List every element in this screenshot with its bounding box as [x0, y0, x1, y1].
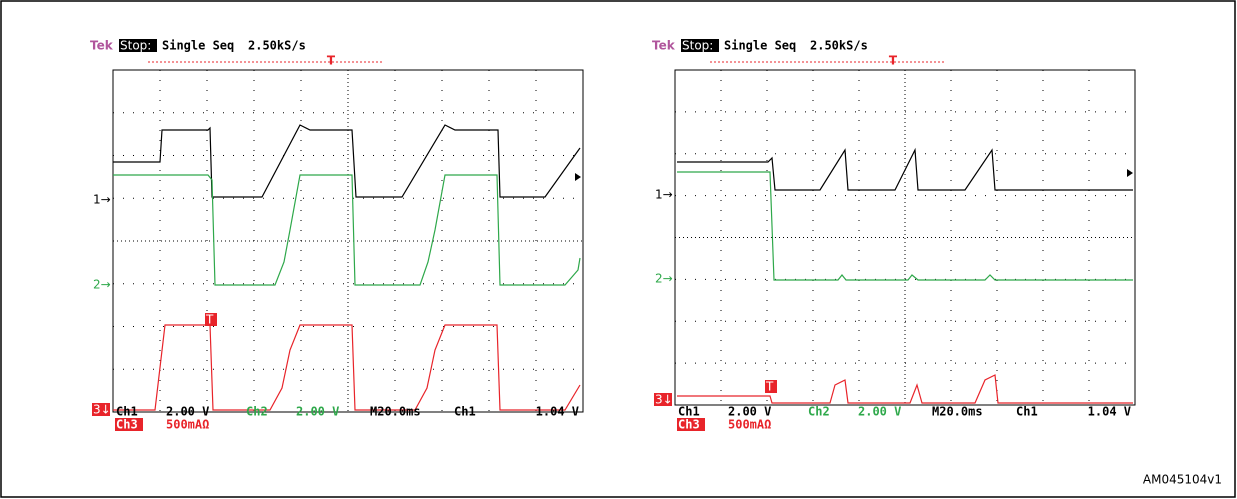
- ch3-label-box: [677, 418, 705, 431]
- ch1-scale: 2.00 V: [166, 405, 209, 419]
- marker-2: 2→: [93, 278, 111, 292]
- trigger-marker-box: [765, 380, 777, 393]
- ch3-scale: 500mAΩ: [728, 418, 771, 432]
- trigger-marker-box: [205, 313, 217, 326]
- marker-1: 1→: [93, 193, 111, 207]
- ch3-label: Ch3: [678, 418, 700, 432]
- waveform: [677, 147, 1133, 191]
- ch2-scale: 2.00 V: [296, 405, 339, 419]
- marker-3: 3↓: [655, 393, 673, 407]
- ch2-label: Ch2: [246, 405, 268, 419]
- timebase: M20.0ms: [932, 405, 983, 419]
- marker-3-box: [92, 403, 110, 416]
- marker-3: 3↓: [93, 403, 111, 417]
- ch3-label: Ch3: [116, 418, 138, 432]
- ch2-label: Ch2: [808, 405, 830, 419]
- waveform: [677, 171, 1133, 281]
- ch1-label: Ch1: [678, 405, 700, 419]
- status-box: [681, 39, 719, 52]
- trigger-marker: T: [765, 380, 774, 394]
- figure-id: AM045104v1: [1143, 473, 1222, 487]
- brand: Tek: [90, 39, 114, 53]
- status: Stop:: [682, 39, 713, 53]
- trigger-marker: T: [205, 313, 214, 327]
- mode: Single Seq: [162, 39, 234, 53]
- mode: Single Seq: [724, 39, 796, 53]
- waveform: [113, 174, 581, 286]
- timebase: M20.0ms: [370, 405, 421, 419]
- ch3-scale: 500mAΩ: [166, 418, 209, 432]
- status-box: [119, 39, 157, 52]
- trigger-top: T: [327, 54, 336, 68]
- marker-3-box: [654, 393, 672, 406]
- trig-source: Ch1: [454, 405, 476, 419]
- trigger-top: T: [889, 54, 898, 68]
- ch3-label-box: [115, 418, 143, 431]
- level-arrow: [1127, 169, 1133, 177]
- trig-level: 1.04 V: [1088, 405, 1131, 419]
- rate: 2.50kS/s: [248, 39, 306, 53]
- marker-2: 2→: [655, 272, 673, 286]
- trig-level: 1.04 V: [536, 405, 579, 419]
- ch2-scale: 2.00 V: [858, 405, 901, 419]
- trig-source: Ch1: [1016, 405, 1038, 419]
- marker-1: 1→: [655, 188, 673, 202]
- waveform: [677, 374, 1133, 404]
- level-arrow: [575, 173, 581, 181]
- status: Stop:: [120, 39, 151, 53]
- ch1-label: Ch1: [116, 405, 138, 419]
- brand: Tek: [652, 39, 676, 53]
- waveform: [113, 124, 581, 198]
- ch1-scale: 2.00 V: [728, 405, 771, 419]
- rate: 2.50kS/s: [810, 39, 868, 53]
